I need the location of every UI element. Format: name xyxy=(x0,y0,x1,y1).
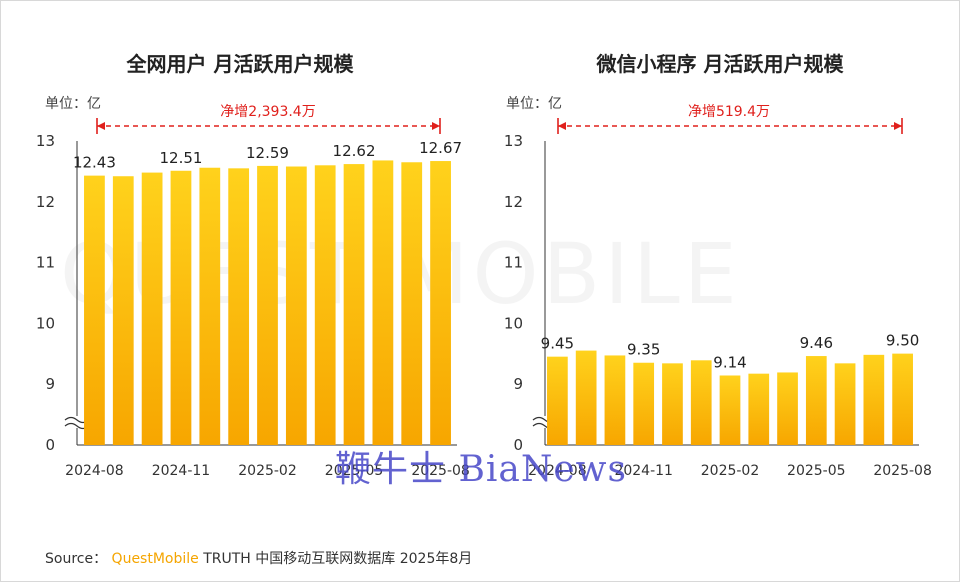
chart-1-title: 全网用户 月活跃用户规模 xyxy=(126,52,354,76)
chart-2-y-tick-label: 12 xyxy=(504,193,523,211)
chart-2-bar xyxy=(633,362,655,445)
chart-2-bar xyxy=(547,356,568,445)
chart-1-bar xyxy=(314,165,336,446)
chart-2-data-label: 9.45 xyxy=(541,335,574,353)
source-brand: QuestMobile xyxy=(111,551,199,567)
chart-2-bar xyxy=(662,363,683,445)
chart-1-x-tick-label: 2025-05 xyxy=(325,463,384,479)
source-line: Source： QuestMobile TRUTH 中国移动互联网数据库 202… xyxy=(45,548,472,568)
chart-2-data-label: 9.50 xyxy=(886,332,919,350)
chart-1-bar xyxy=(141,172,163,445)
chart-2-bar xyxy=(777,372,798,445)
chart-2-data-label: 9.35 xyxy=(627,341,660,359)
chart-1-data-label: 12.67 xyxy=(419,139,462,157)
chart-2-data-label: 9.46 xyxy=(800,334,833,352)
chart-1-unit: 单位：亿 xyxy=(45,96,101,112)
chart-2-x-tick-label: 2025-05 xyxy=(787,463,846,479)
chart-1-y-tick-label: 11 xyxy=(36,254,55,272)
chart-1-y-tick-label: 13 xyxy=(36,132,55,150)
chart-2-y-tick-label: 11 xyxy=(504,254,523,272)
chart-1-data-label: 12.51 xyxy=(159,149,202,167)
chart-1-bar xyxy=(372,160,394,445)
chart-1-y-tick-label: 9 xyxy=(45,375,55,393)
chart-1-net-increase: 净增2,393.4万 xyxy=(216,101,320,121)
chart-1-axis-break-gap xyxy=(65,416,89,428)
chart-2-bar xyxy=(719,375,741,445)
chart-1-data-label: 12.43 xyxy=(73,154,116,172)
chart-1-bar xyxy=(228,168,250,445)
chart-2-y-tick-label: 9 xyxy=(513,375,523,393)
chart-1-bar xyxy=(199,167,221,446)
chart-2-x-tick-label: 2025-08 xyxy=(873,463,932,479)
chart-2-bar xyxy=(834,363,856,445)
chart-2-data-label: 9.14 xyxy=(713,353,746,371)
chart-1-annotation-arrow-left xyxy=(97,122,105,130)
chart-2-unit: 单位：亿 xyxy=(506,96,562,112)
chart-1-data-label: 12.62 xyxy=(333,142,376,160)
chart-1-y-tick-label: 10 xyxy=(36,314,55,332)
chart-1-annotation-arrow-right xyxy=(432,122,440,130)
chart-1-bar xyxy=(430,161,451,446)
chart-2-annotation-arrow-right xyxy=(894,122,902,130)
chart-1-bar xyxy=(170,170,192,445)
chart-1-x-tick-label: 2025-08 xyxy=(411,463,470,479)
chart-2-bar xyxy=(575,350,597,445)
bianews-watermark: 鞭牛士 BiaNews xyxy=(335,449,627,490)
chart-2-x-tick-label: 2024-11 xyxy=(614,463,673,479)
chart-1-x-tick-label: 2024-11 xyxy=(152,463,211,479)
chart-1-bar xyxy=(285,166,307,445)
chart-1-x-tick-label: 2024-08 xyxy=(65,463,124,479)
chart-2-y-tick-label: 0 xyxy=(513,436,523,454)
chart-2-x-tick-label: 2025-02 xyxy=(701,463,760,479)
chart-1-bar xyxy=(257,165,278,445)
chart-1-bar xyxy=(112,176,134,446)
chart-1-y-tick-label: 0 xyxy=(45,436,55,454)
source-prefix: Source： xyxy=(45,551,108,567)
chart-2-bar xyxy=(604,355,626,445)
chart-2-bar xyxy=(748,373,770,445)
chart-2-bar xyxy=(892,353,913,445)
chart-2-bar xyxy=(863,354,885,445)
chart-1-data-label: 12.59 xyxy=(246,144,289,162)
source-suffix: TRUTH 中国移动互联网数据库 2025年8月 xyxy=(203,551,473,567)
chart-2-bar xyxy=(690,360,712,445)
chart-2-y-tick-label: 13 xyxy=(504,132,523,150)
chart-1-bar xyxy=(343,164,365,445)
chart-1-bar xyxy=(401,162,423,445)
chart-1-y-tick-label: 12 xyxy=(36,193,55,211)
chart-2-bar xyxy=(805,356,827,445)
chart-1-bar xyxy=(84,175,105,445)
chart-1-x-tick-label: 2025-02 xyxy=(238,463,297,479)
chart-2-y-tick-label: 10 xyxy=(504,314,523,332)
chart-2-title: 微信小程序 月活跃用户规模 xyxy=(596,52,844,76)
chart-2-net-increase: 净增519.4万 xyxy=(683,101,775,121)
chart-2-annotation-arrow-left xyxy=(558,122,566,130)
chart-2-x-tick-label: 2024-08 xyxy=(528,463,587,479)
